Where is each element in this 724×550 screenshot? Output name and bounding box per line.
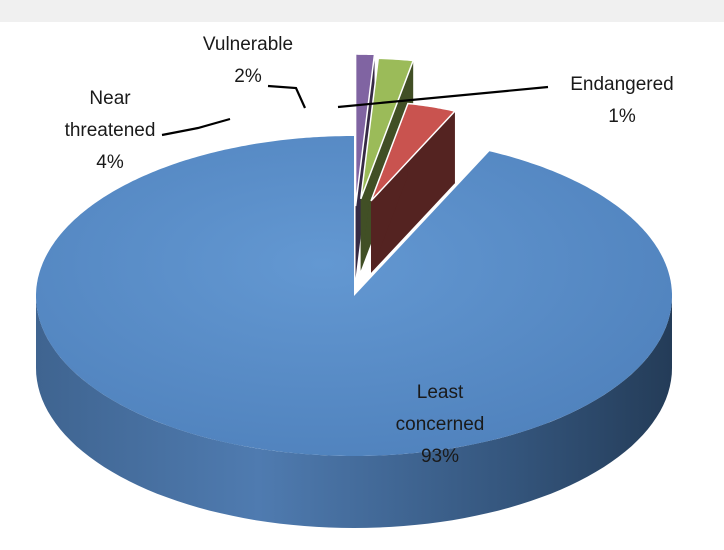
slice-tops	[36, 53, 672, 456]
data-label-endangered: 1%	[608, 106, 636, 127]
slice-label-endangered: Endangered	[570, 74, 674, 95]
slice-label-vulnerable: Vulnerable	[203, 34, 293, 55]
slice-label-near: Near	[89, 88, 131, 109]
slice-vulnerable	[360, 57, 415, 200]
leader-lines	[161, 84, 549, 137]
data-label-least: 93%	[421, 446, 459, 467]
slice-label-least: concerned	[396, 414, 485, 435]
data-label-vulnerable: 2%	[234, 66, 262, 87]
slice-side-least	[36, 296, 672, 528]
slice-endangered	[354, 53, 376, 207]
slice-labels: Least concerned 93% Near threatened 4% Vulnera…	[65, 34, 674, 467]
data-label-near: 4%	[96, 152, 124, 173]
slice-label-near: threatened	[65, 120, 156, 141]
leader-endangered	[337, 85, 549, 109]
slice-face-near	[370, 111, 455, 273]
slice-near	[370, 102, 457, 202]
header-band	[0, 0, 724, 22]
slice-label-least: Least	[417, 382, 464, 403]
leader-near	[161, 117, 231, 137]
leader-vulnerable	[267, 84, 307, 109]
slice-least	[36, 136, 672, 456]
